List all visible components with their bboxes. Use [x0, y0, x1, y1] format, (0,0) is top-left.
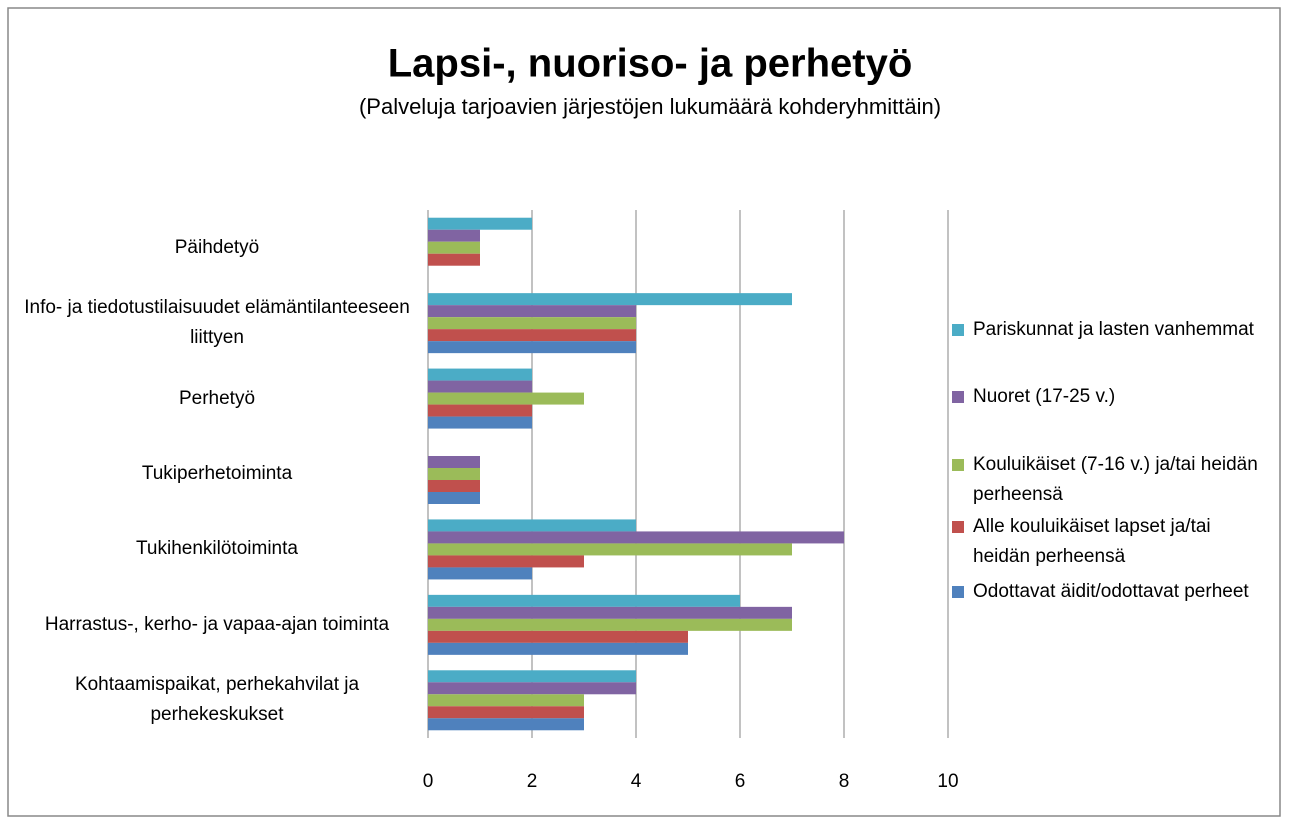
bar [428, 241, 480, 254]
legend-label: Nuoret (17-25 v.) [973, 386, 1116, 407]
x-tick-label: 6 [735, 771, 746, 792]
legend-swatch [952, 459, 964, 471]
x-tick-label: 0 [423, 771, 434, 792]
x-tick-label: 8 [839, 771, 850, 792]
bar [428, 229, 480, 242]
bar [428, 718, 584, 731]
bar [428, 392, 584, 405]
bar [428, 519, 636, 532]
y-tick-label: Perhetyö [178, 387, 256, 409]
legend-swatch [952, 391, 964, 403]
chart-subtitle: (Palveluja tarjoavien järjestöjen lukumä… [359, 94, 941, 119]
legend-label: Kouluikäiset (7-16 v.) ja/tai heidän per… [973, 454, 1258, 505]
bar [428, 404, 532, 417]
x-tick-label: 2 [527, 771, 538, 792]
bar [428, 642, 688, 655]
bar [428, 305, 636, 318]
x-tick-label: 4 [631, 771, 642, 792]
legend-label: Alle kouluikäiset lapset ja/tai heidän p… [973, 516, 1211, 567]
bar [428, 456, 480, 468]
y-tick-label: Harrastus-, kerho- ja vapaa-ajan toimint… [44, 613, 390, 635]
legend-item: Odottavat äidit/odottavat perheet [952, 577, 1272, 607]
bar [428, 293, 792, 306]
legend-swatch [952, 586, 964, 598]
bar [428, 594, 740, 607]
bar [428, 329, 636, 342]
bar [428, 253, 480, 266]
bar [428, 380, 532, 393]
y-tick-label: Tukihenkilötoiminta [136, 538, 298, 560]
bar [428, 341, 636, 354]
legend-item: Alle kouluikäiset lapset ja/tai heidän p… [952, 512, 1272, 572]
legend-label: Odottavat äidit/odottavat perheet [973, 581, 1249, 602]
y-tick-label: Tukiperhetoiminta [141, 463, 293, 484]
bar [428, 567, 532, 580]
bar [428, 694, 584, 707]
x-tick-label: 10 [937, 771, 958, 792]
chart-title: Lapsi-, nuoriso- ja perhetyö [388, 42, 913, 86]
y-tick-label: Päihdetyö [174, 236, 260, 258]
bar [428, 531, 844, 544]
bar [428, 682, 636, 695]
bar [428, 416, 532, 429]
y-tick-label: Kohtaamispaikat, perhekahvilat ja perhek… [74, 674, 360, 726]
legend-item: Kouluikäiset (7-16 v.) ja/tai heidän per… [952, 450, 1272, 510]
bar [428, 480, 480, 492]
bar [428, 317, 636, 330]
bar [428, 468, 480, 480]
legend-swatch [952, 521, 964, 533]
legend-item: Nuoret (17-25 v.) [952, 382, 1272, 412]
bar [428, 670, 636, 683]
bar [428, 630, 688, 643]
bar [428, 618, 792, 631]
legend-label: Pariskunnat ja lasten vanhemmat [973, 319, 1254, 340]
legend-swatch [952, 324, 964, 336]
bar [428, 368, 532, 381]
bar [428, 555, 584, 568]
bar [428, 706, 584, 719]
bar [428, 606, 792, 619]
legend-item: Pariskunnat ja lasten vanhemmat [952, 315, 1272, 345]
chart-frame [7, 7, 1281, 817]
bar [428, 217, 532, 230]
y-tick-label: Info- ja tiedotustilaisuudet elämäntilan… [24, 297, 410, 349]
bar [428, 543, 792, 556]
bar [428, 492, 480, 504]
